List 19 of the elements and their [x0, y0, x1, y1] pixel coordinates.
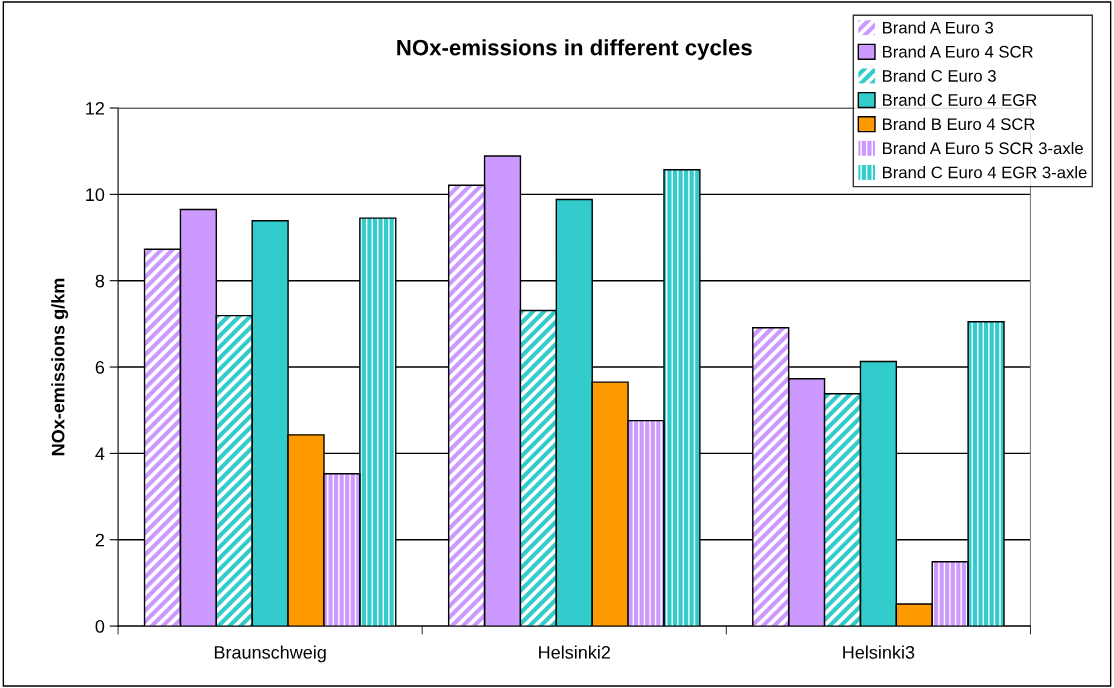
- legend-label: Brand B Euro 4 SCR: [883, 117, 1035, 131]
- legend-label: Brand A Euro 3: [883, 21, 994, 34]
- legend-label: Brand C Euro 3: [883, 69, 996, 82]
- legend-label: Brand A Euro 5 SCR 3-axle: [883, 141, 1083, 155]
- y-tick-label: 2: [95, 533, 104, 547]
- y-tick-label: 6: [95, 360, 105, 374]
- chart-title: NOx-emissions in different cycles: [397, 39, 752, 60]
- y-tick-label: 10: [86, 188, 105, 202]
- y-tick-label: 12: [86, 101, 104, 115]
- y-axis-title: NOx-emissions g/km: [51, 278, 69, 456]
- y-tick-label: 4: [95, 447, 105, 460]
- y-tick-label: 8: [95, 274, 105, 288]
- y-tick-label: 0: [95, 620, 105, 633]
- legend-label: Brand C Euro 4 EGR: [883, 93, 1037, 106]
- legend-label: Brand C Euro 4 EGR 3-axle: [883, 166, 1087, 179]
- legend-label: Brand A Euro 4 SCR: [883, 45, 1033, 58]
- x-tick-label: Braunschweig: [214, 645, 326, 663]
- x-tick-label: Helsinki3: [843, 645, 915, 659]
- x-tick-label: Helsinki2: [539, 645, 610, 659]
